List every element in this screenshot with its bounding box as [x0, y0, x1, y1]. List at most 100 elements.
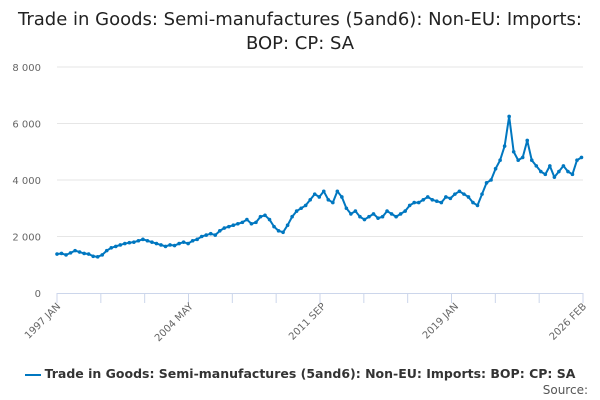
y-tick-label: 6 000 [12, 120, 41, 131]
data-point [213, 233, 218, 237]
data-point [575, 158, 579, 163]
data-point [403, 209, 407, 213]
data-point [150, 240, 154, 244]
data-point [421, 197, 426, 202]
data-point [398, 212, 403, 216]
data-point [321, 189, 326, 194]
data-point [245, 217, 249, 222]
data-point [312, 192, 317, 196]
data-point [331, 200, 335, 205]
data-point [529, 158, 534, 163]
data-point [145, 238, 150, 243]
data-point [489, 178, 493, 182]
x-tick-label: 2019 JAN [421, 301, 461, 341]
data-point [548, 164, 552, 168]
data-point [335, 189, 340, 194]
data-point [100, 253, 105, 257]
data-point [358, 214, 362, 219]
data-point [475, 203, 480, 208]
data-point [579, 155, 584, 160]
data-point [502, 144, 507, 148]
data-point [303, 203, 308, 208]
data-point [132, 240, 136, 244]
data-point [425, 195, 430, 199]
data-point [227, 224, 231, 229]
data-point [186, 241, 190, 246]
data-point [82, 251, 86, 256]
data-point [566, 169, 570, 174]
data-point [516, 158, 520, 163]
data-point [249, 221, 254, 226]
data-point [462, 192, 466, 196]
data-point [525, 138, 530, 143]
source-label: Source: [542, 383, 588, 397]
data-point [159, 243, 163, 247]
data-point [561, 164, 566, 168]
y-tick-label: 2 000 [12, 233, 41, 244]
x-tick-label: 1997 JAN [23, 301, 63, 341]
data-point [141, 237, 145, 242]
x-tick-label: 2004 MAY [153, 301, 196, 344]
data-point [511, 149, 516, 154]
data-point [570, 172, 575, 177]
data-point [407, 203, 412, 208]
data-point [154, 241, 159, 246]
data-point [448, 196, 453, 201]
data-point [181, 240, 186, 244]
x-tick-label: 2026 FEB [548, 301, 590, 343]
data-point [68, 251, 73, 255]
legend-label: Trade in Goods: Semi-manufactures (5and6… [44, 366, 576, 381]
series-line [56, 115, 583, 258]
data-point [64, 253, 68, 257]
data-point [552, 175, 557, 179]
data-point [236, 221, 240, 226]
data-point [539, 169, 543, 174]
data-point [55, 252, 59, 256]
data-point [217, 229, 222, 233]
data-point [507, 114, 511, 119]
data-point [59, 251, 64, 256]
data-point [190, 238, 195, 243]
data-point [308, 197, 313, 202]
data-point [86, 252, 91, 256]
legend-item[interactable]: Trade in Goods: Semi-manufactures (5and6… [0, 366, 600, 381]
data-point [412, 200, 417, 205]
data-point [317, 195, 322, 199]
y-tick-label: 4 000 [12, 176, 41, 187]
data-point [123, 241, 127, 246]
data-point [177, 241, 181, 246]
data-point [457, 189, 462, 194]
y-tick-label: 0 [35, 289, 41, 300]
data-point [534, 164, 539, 168]
data-point [520, 155, 525, 160]
data-point [416, 200, 421, 205]
data-point [113, 244, 118, 249]
data-point [127, 240, 132, 245]
data-point [204, 233, 209, 237]
data-point [349, 212, 353, 216]
data-point [222, 226, 227, 230]
data-point [163, 244, 168, 249]
data-point [480, 192, 484, 196]
data-point [258, 214, 263, 219]
data-point [493, 166, 498, 171]
data-point [344, 206, 349, 211]
data-point [267, 217, 272, 222]
data-point [340, 195, 344, 199]
data-point [281, 230, 285, 235]
data-point [484, 181, 489, 185]
data-point [453, 192, 457, 196]
data-point [77, 250, 82, 254]
data-point [272, 224, 276, 229]
data-point [471, 200, 475, 205]
data-point [367, 214, 371, 219]
data-point [326, 197, 331, 202]
data-point [104, 248, 109, 253]
data-point [199, 234, 204, 239]
data-point [430, 197, 435, 202]
legend-line-swatch-icon [24, 373, 41, 376]
data-point [394, 214, 398, 219]
data-point [362, 217, 367, 222]
